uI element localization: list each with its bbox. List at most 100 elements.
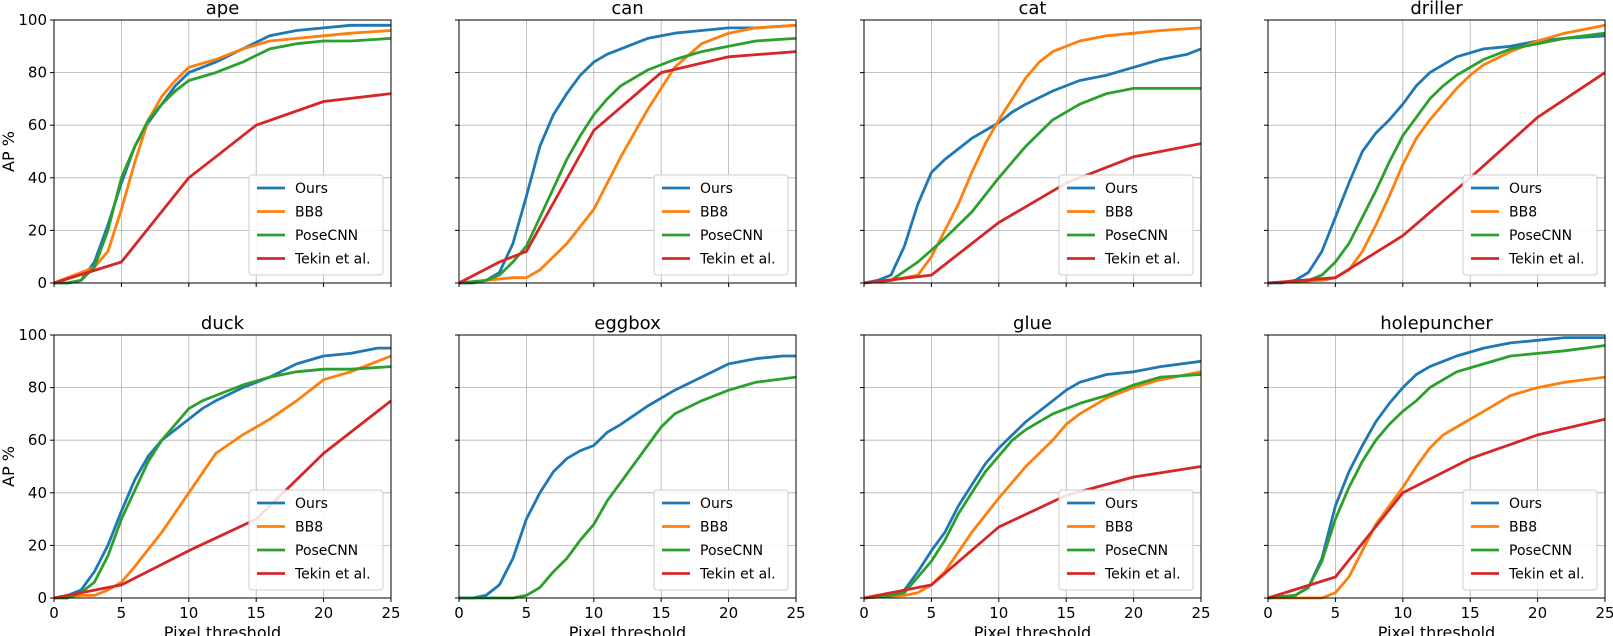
- x-tick-label: 25: [1595, 604, 1613, 622]
- plot-frame: [1267, 19, 1606, 284]
- y-tick-label: 60: [28, 431, 47, 449]
- chart-title: eggbox: [594, 313, 661, 334]
- series-line-tekin-et-al-: [1268, 417, 1605, 600]
- chart-title: duck: [201, 313, 245, 334]
- series-line-bb8: [459, 23, 796, 285]
- x-tick-label: 10: [179, 604, 198, 622]
- legend-entry: PoseCNN: [1105, 543, 1168, 559]
- chart-panel-eggbox: 0 5 10 15 20 25 eggbox Pixel threshold Ours BB8 Po…: [454, 313, 805, 636]
- legend-entry: PoseCNN: [700, 543, 763, 559]
- legend: Ours BB8 PoseCNN Tekin et al.: [1058, 489, 1194, 591]
- legend: Ours BB8 PoseCNN Tekin et al.: [1058, 174, 1194, 276]
- chart-title: glue: [1013, 313, 1052, 334]
- series-line-tekin-et-al-: [54, 399, 391, 600]
- chart-panel-glue: 0 5 10 15 20 25 glue Pixel threshold Ours BB8 Pose…: [859, 313, 1210, 636]
- legend-entry: Tekin et al.: [1508, 567, 1585, 583]
- chart-panel-ape: 0 20 40 60 80 100 ape AP % Ours BB8 PoseCNN Tekin e…: [0, 0, 392, 292]
- chart-panel-cat: cat Ours BB8 PoseCNN Tekin et al.: [860, 0, 1202, 287]
- x-tick-label: 15: [247, 604, 266, 622]
- legend-box: [248, 174, 384, 276]
- legend-entry: PoseCNN: [700, 228, 763, 244]
- x-tick-label: 5: [927, 604, 937, 622]
- x-tick-label: 0: [454, 604, 464, 622]
- series-line-ours: [459, 354, 796, 600]
- x-tick-label: 20: [1528, 604, 1547, 622]
- series-line-tekin-et-al-: [864, 465, 1201, 600]
- x-tick-label: 0: [1263, 604, 1273, 622]
- series-line-posecnn: [459, 37, 796, 285]
- chart-panel-duck: 0 5 10 15 20 25 0 20 40 60 80 100 duck Pixel threshol…: [0, 313, 401, 636]
- x-tick-label: 10: [989, 604, 1008, 622]
- legend: Ours BB8 PoseCNN Tekin et al.: [1462, 489, 1598, 591]
- legend: Ours BB8 PoseCNN Tekin et al.: [653, 174, 789, 276]
- x-tick-label: 0: [49, 604, 59, 622]
- chart-title: driller: [1410, 0, 1463, 19]
- series-line-ours: [459, 23, 796, 285]
- series-line-ours: [54, 23, 391, 285]
- legend-box: [1058, 174, 1194, 276]
- x-axis-label: Pixel threshold: [1378, 623, 1495, 636]
- series-line-tekin-et-al-: [459, 50, 796, 285]
- series-line-posecnn: [54, 365, 391, 600]
- legend-box: [653, 489, 789, 591]
- legend-entry: Ours: [1509, 181, 1542, 197]
- plot-frame: [863, 334, 1202, 599]
- x-axis-label: Pixel threshold: [569, 623, 686, 636]
- x-tick-label: 10: [1393, 604, 1412, 622]
- legend-box: [248, 489, 384, 591]
- legend-entry: BB8: [295, 520, 323, 536]
- x-tick-label: 20: [719, 604, 738, 622]
- legend-entry: PoseCNN: [295, 228, 358, 244]
- series-line-tekin-et-al-: [864, 142, 1201, 285]
- legend-entry: Tekin et al.: [699, 567, 776, 583]
- y-tick-label: 40: [28, 169, 47, 187]
- x-tick-label: 15: [652, 604, 671, 622]
- x-tick-label: 25: [1191, 604, 1210, 622]
- plot-frame: [53, 19, 392, 284]
- y-axis-label: AP %: [0, 131, 18, 172]
- series-line-posecnn: [1268, 344, 1605, 600]
- legend: Ours BB8 PoseCNN Tekin et al.: [653, 489, 789, 591]
- legend-box: [653, 174, 789, 276]
- legend-entry: BB8: [700, 205, 728, 221]
- series-line-tekin-et-al-: [1268, 71, 1605, 285]
- x-tick-label: 15: [1057, 604, 1076, 622]
- legend: Ours BB8 PoseCNN Tekin et al.: [248, 489, 384, 591]
- series-line-bb8: [864, 370, 1201, 600]
- legend-entry: BB8: [1105, 520, 1133, 536]
- legend-entry: Tekin et al.: [1104, 252, 1181, 268]
- y-tick-label: 20: [28, 536, 47, 554]
- chart-panel-can: can Ours BB8 PoseCNN Tekin et al.: [455, 0, 797, 287]
- y-tick-label: 0: [37, 274, 47, 292]
- y-tick-label: 80: [28, 64, 47, 82]
- legend-entry: PoseCNN: [1105, 228, 1168, 244]
- legend-box: [1058, 489, 1194, 591]
- series-line-bb8: [1268, 375, 1605, 600]
- y-axis-label: AP %: [0, 446, 18, 487]
- series-line-posecnn: [864, 373, 1201, 600]
- legend-entry: Ours: [1509, 496, 1542, 512]
- plot-frame: [863, 19, 1202, 284]
- legend-entry: Ours: [1105, 181, 1138, 197]
- series-line-ours: [1268, 34, 1605, 285]
- y-tick-label: 100: [18, 11, 47, 29]
- chart-title: holepuncher: [1380, 313, 1493, 334]
- x-tick-label: 20: [314, 604, 333, 622]
- legend-entry: BB8: [1509, 520, 1537, 536]
- y-tick-label: 100: [18, 326, 47, 344]
- y-tick-label: 80: [28, 379, 47, 397]
- x-axis-label: Pixel threshold: [974, 623, 1091, 636]
- series-line-ours: [864, 359, 1201, 600]
- x-tick-label: 10: [584, 604, 603, 622]
- legend-entry: Ours: [295, 496, 328, 512]
- legend-entry: Ours: [700, 181, 733, 197]
- x-tick-label: 15: [1461, 604, 1480, 622]
- chart-title: cat: [1019, 0, 1047, 19]
- legend-entry: Tekin et al.: [294, 567, 371, 583]
- legend-entry: PoseCNN: [1509, 543, 1572, 559]
- series-line-posecnn: [459, 375, 796, 600]
- plot-frame: [53, 334, 392, 599]
- y-tick-label: 60: [28, 116, 47, 134]
- x-tick-label: 5: [1331, 604, 1341, 622]
